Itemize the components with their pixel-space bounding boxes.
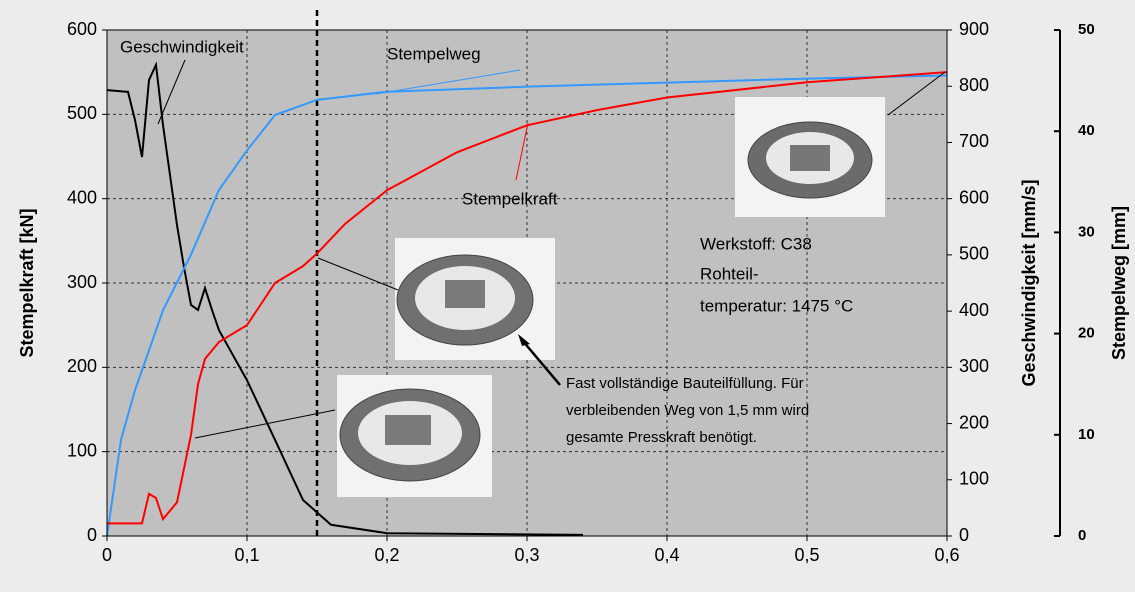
- y3-tick-label: 0: [1078, 527, 1086, 544]
- series-label: Geschwindigkeit: [120, 37, 244, 56]
- x-tick-label: 0,2: [374, 545, 399, 565]
- x-tick-label: 0,6: [934, 545, 959, 565]
- leaders: [157, 59, 946, 439]
- series-label: Stempelkraft: [462, 189, 558, 208]
- y3-tick-label: 30: [1078, 223, 1095, 240]
- leader: [194, 409, 336, 439]
- y2-tick-label: 800: [959, 75, 989, 95]
- y3-tick-label: 10: [1078, 426, 1095, 443]
- y2-axis-label: Geschwindigkeit [mm/s]: [1019, 179, 1039, 386]
- annotation: Fast vollständige Bauteilfüllung. Für: [566, 375, 804, 392]
- y2-tick-label: 400: [959, 300, 989, 320]
- leader: [515, 122, 529, 181]
- leader: [375, 69, 521, 95]
- leader: [157, 59, 186, 125]
- x-tick-label: 0,3: [514, 545, 539, 565]
- series-line: [107, 71, 948, 525]
- hub: [790, 145, 830, 171]
- x-tick-label: 0,1: [234, 545, 259, 565]
- arrow: [521, 339, 561, 386]
- y3-axis-label: Stempelweg [mm]: [1109, 206, 1129, 360]
- y-tick-label: 0: [87, 525, 97, 545]
- y-tick-label: 400: [67, 187, 97, 207]
- y-tick-label: 300: [67, 272, 97, 292]
- series-label: Stempelweg: [387, 44, 481, 63]
- y-tick-label: 100: [67, 440, 97, 460]
- y2-tick-label: 0: [959, 525, 969, 545]
- photos: [337, 97, 885, 497]
- annotation: Rohteil-: [700, 264, 759, 283]
- arrow-head: [518, 334, 530, 346]
- series: [106, 10, 948, 537]
- y3-tick-label: 20: [1078, 325, 1095, 342]
- y2-tick-label: 500: [959, 244, 989, 264]
- hub: [385, 415, 431, 445]
- leader: [887, 71, 946, 116]
- y2-tick-label: 300: [959, 356, 989, 376]
- y3-tick-label: 40: [1078, 122, 1095, 139]
- series-line: [106, 74, 948, 537]
- leader: [317, 257, 399, 291]
- y-axis-label: Stempelkraft [kN]: [17, 208, 37, 357]
- y2-tick-label: 200: [959, 412, 989, 432]
- x-tick-label: 0,5: [794, 545, 819, 565]
- y-tick-label: 200: [67, 356, 97, 376]
- y2-tick-label: 600: [959, 187, 989, 207]
- x-tick-label: 0: [102, 545, 112, 565]
- y2-tick-label: 100: [959, 469, 989, 489]
- annotation: Werkstoff: C38: [700, 234, 812, 253]
- x-tick-label: 0,4: [654, 545, 679, 565]
- annotation: temperatur: 1475 °C: [700, 296, 853, 315]
- series-line: [106, 61, 584, 536]
- plot-frame: [106, 29, 948, 537]
- y2-tick-label: 900: [959, 19, 989, 39]
- y-tick-label: 500: [67, 103, 97, 123]
- y2-tick-label: 700: [959, 131, 989, 151]
- annotation: gesamte Presskraft benötigt.: [566, 429, 757, 446]
- y-tick-label: 600: [67, 19, 97, 39]
- hub: [445, 280, 485, 308]
- y3-tick-label: 50: [1078, 21, 1095, 38]
- annotation: verbleibenden Weg von 1,5 mm wird: [566, 402, 809, 419]
